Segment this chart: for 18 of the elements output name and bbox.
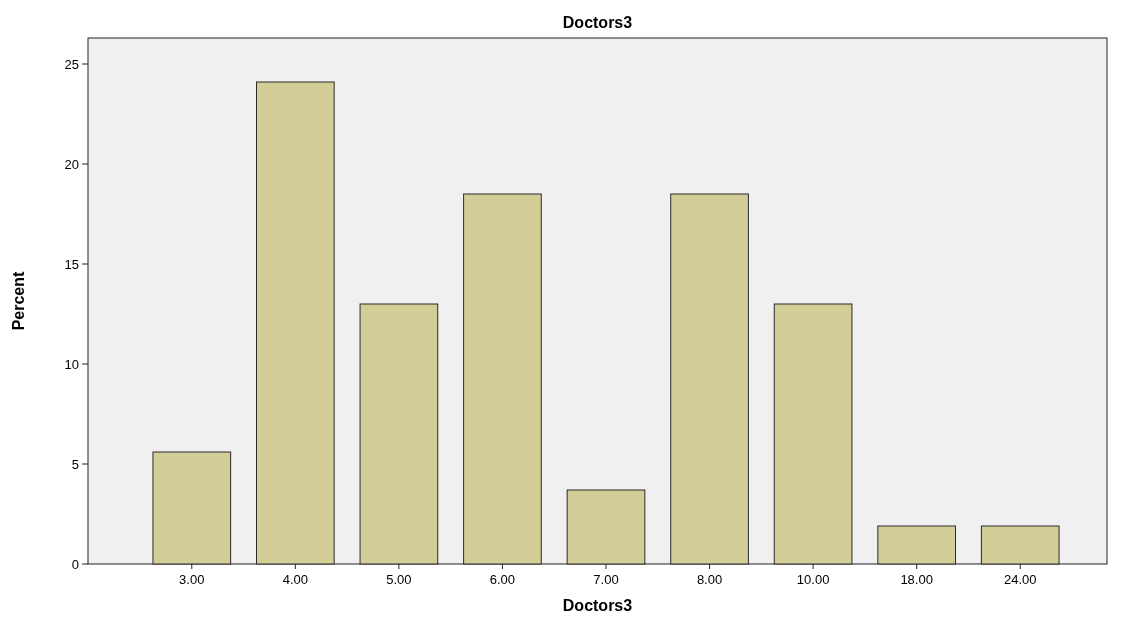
x-tick-label: 10.00 [796, 572, 830, 587]
x-tick-label: 4.00 [282, 572, 308, 587]
x-tick-label: 24.00 [1003, 572, 1037, 587]
y-tick-label: 5 [71, 456, 79, 472]
x-tick-label: 5.00 [386, 572, 412, 587]
x-tick-label: 3.00 [179, 572, 205, 587]
chart-title: Doctors3 [562, 14, 633, 31]
x-tick-label: 8.00 [696, 572, 723, 587]
y-axis-title: Percent [10, 270, 27, 331]
x-tick-label: 18.00 [900, 572, 933, 587]
y-tick-label: 15 [64, 256, 79, 272]
y-tick-label: 25 [64, 56, 79, 72]
x-tick-label: 6.00 [489, 572, 516, 587]
x-tick-label: 7.00 [593, 572, 619, 587]
y-tick-label: 0 [71, 556, 79, 572]
x-axis-title: Doctors3 [562, 597, 633, 614]
y-tick-label: 10 [64, 356, 79, 372]
y-tick-label: 20 [64, 156, 79, 172]
